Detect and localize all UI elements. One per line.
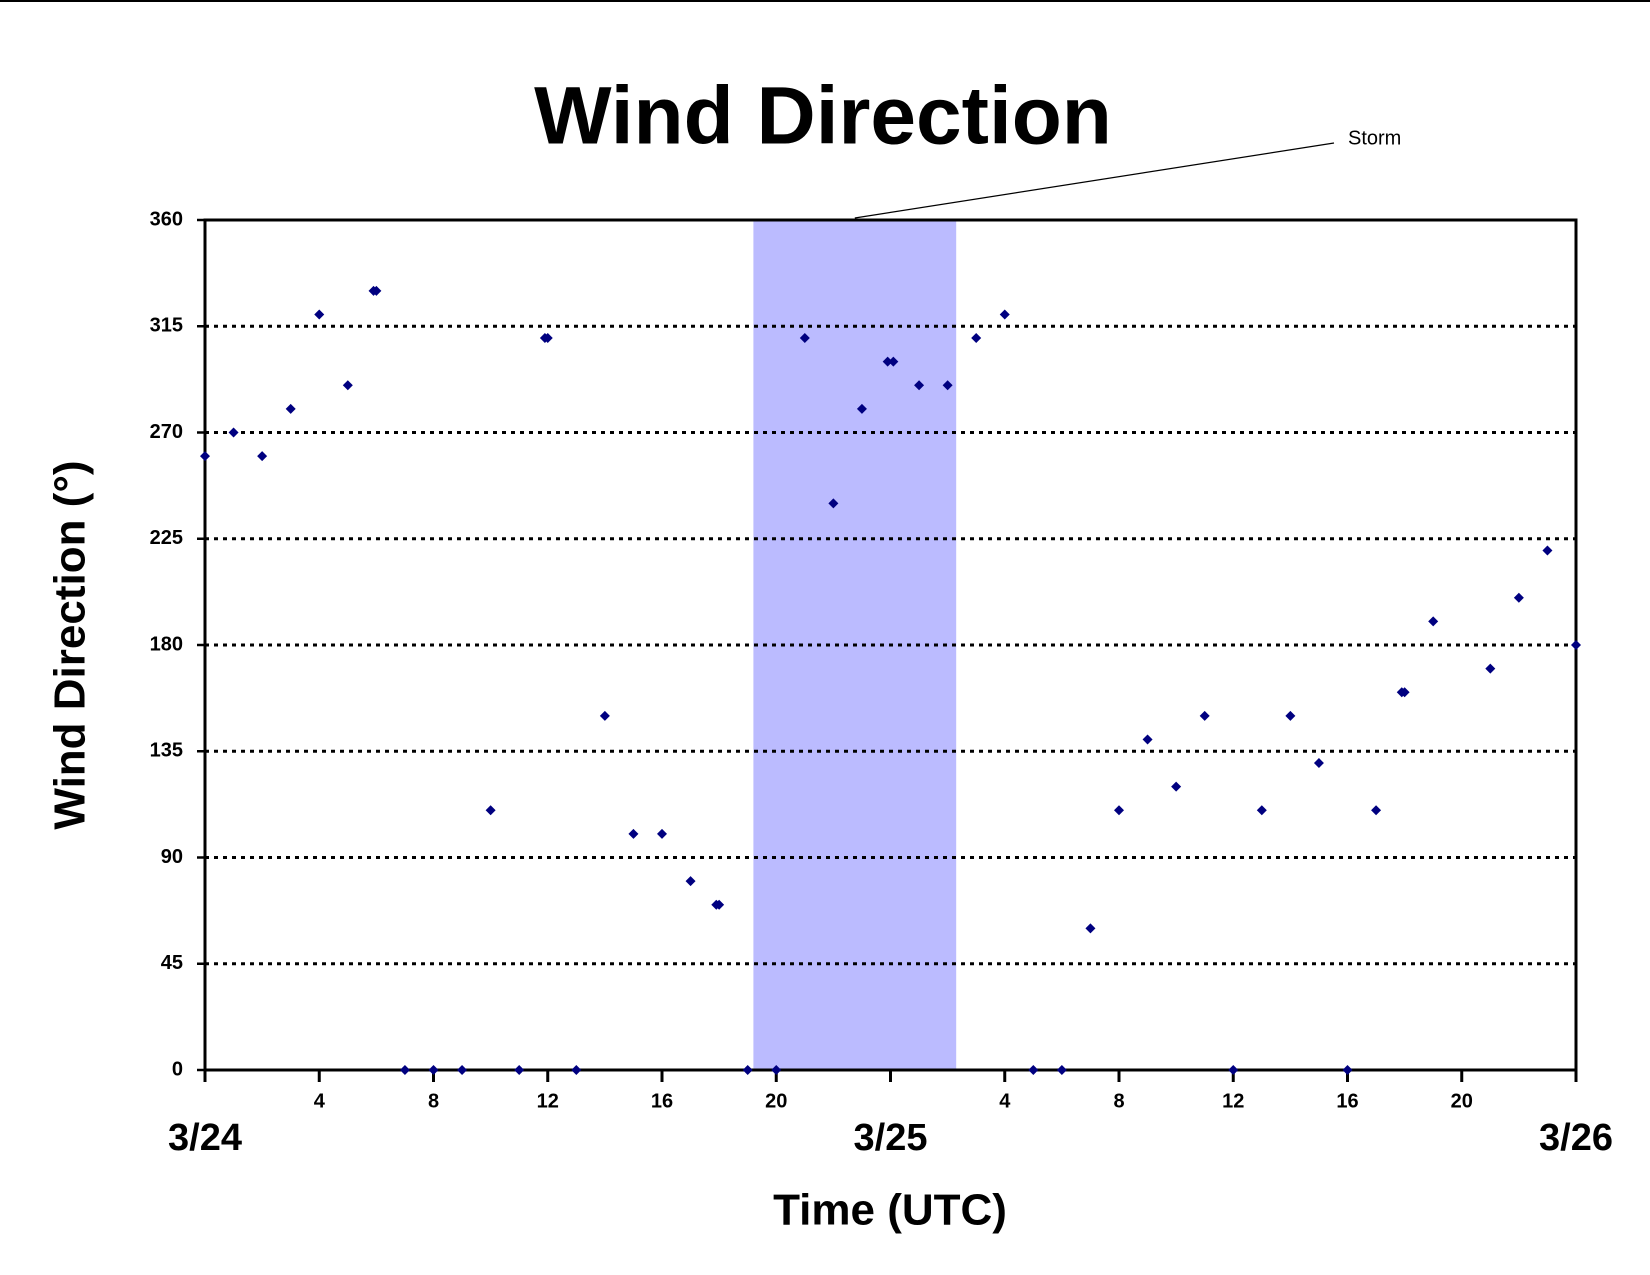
x-axis-label: Time (UTC)	[773, 1186, 1007, 1235]
point	[228, 427, 239, 438]
point	[882, 356, 893, 367]
x-tick-label: 12	[1222, 1090, 1244, 1112]
y-tick-label: 315	[150, 315, 183, 337]
y-tick-label: 0	[172, 1058, 183, 1080]
x-date-label: 3/26	[1539, 1117, 1613, 1159]
point	[1571, 640, 1581, 650]
point	[971, 333, 982, 344]
x-tick-label: 8	[1113, 1090, 1124, 1112]
point	[1228, 1065, 1239, 1075]
point	[1142, 734, 1153, 745]
point	[628, 828, 639, 839]
point	[1056, 1065, 1067, 1075]
annotation-leader	[854, 142, 1335, 219]
x-tick-label: 20	[765, 1090, 787, 1112]
x-date-label: 3/25	[854, 1117, 928, 1159]
point	[1171, 781, 1182, 792]
point	[714, 899, 725, 910]
point	[457, 1065, 468, 1075]
point	[200, 451, 210, 462]
point	[799, 333, 810, 344]
x-tick-label: 20	[1451, 1090, 1473, 1112]
point	[1342, 1065, 1353, 1075]
point	[514, 1065, 525, 1075]
y-tick-label: 225	[150, 527, 183, 549]
point	[599, 710, 610, 721]
point	[399, 1065, 410, 1075]
point	[888, 356, 899, 367]
y-tick-label: 270	[150, 421, 183, 443]
point	[342, 380, 353, 391]
y-axis-label: Wind Direction (°)	[46, 460, 95, 829]
point	[914, 380, 925, 391]
y-tick-label: 180	[150, 633, 183, 655]
x-tick-label: 4	[999, 1090, 1011, 1112]
point	[828, 498, 839, 509]
point	[1285, 710, 1296, 721]
point	[1199, 710, 1210, 721]
chart-title: Wind Direction	[534, 71, 1112, 162]
point	[1513, 592, 1524, 603]
point	[999, 309, 1010, 320]
annotation-text: Storm	[1348, 127, 1401, 149]
x-tick-label: 8	[428, 1090, 439, 1112]
point	[1371, 805, 1382, 816]
point	[314, 309, 325, 320]
point	[1085, 923, 1096, 934]
point	[742, 1065, 753, 1075]
point	[1028, 1065, 1039, 1075]
point	[1114, 805, 1124, 816]
y-tick-label: 360	[150, 208, 183, 230]
point	[657, 828, 667, 839]
x-tick-label: 16	[1336, 1090, 1358, 1112]
y-tick-label: 135	[150, 740, 183, 762]
point	[428, 1065, 439, 1075]
x-date-label: 3/24	[168, 1117, 242, 1159]
point	[285, 403, 296, 414]
point	[257, 451, 268, 462]
point	[1313, 758, 1324, 769]
point	[942, 380, 953, 391]
x-tick-label: 16	[651, 1090, 673, 1112]
point	[371, 285, 382, 296]
point	[1399, 687, 1410, 698]
point	[771, 1065, 782, 1075]
y-tick-label: 45	[161, 952, 183, 974]
x-tick-label: 12	[537, 1090, 559, 1112]
y-tick-label: 90	[161, 846, 183, 868]
point	[485, 805, 496, 816]
point	[685, 876, 696, 887]
x-tick-label: 4	[314, 1090, 326, 1112]
point	[1256, 805, 1267, 816]
point	[1485, 663, 1496, 674]
point	[856, 403, 867, 414]
point	[542, 333, 553, 344]
point	[1428, 616, 1439, 627]
point	[571, 1065, 582, 1075]
point	[1542, 545, 1553, 556]
